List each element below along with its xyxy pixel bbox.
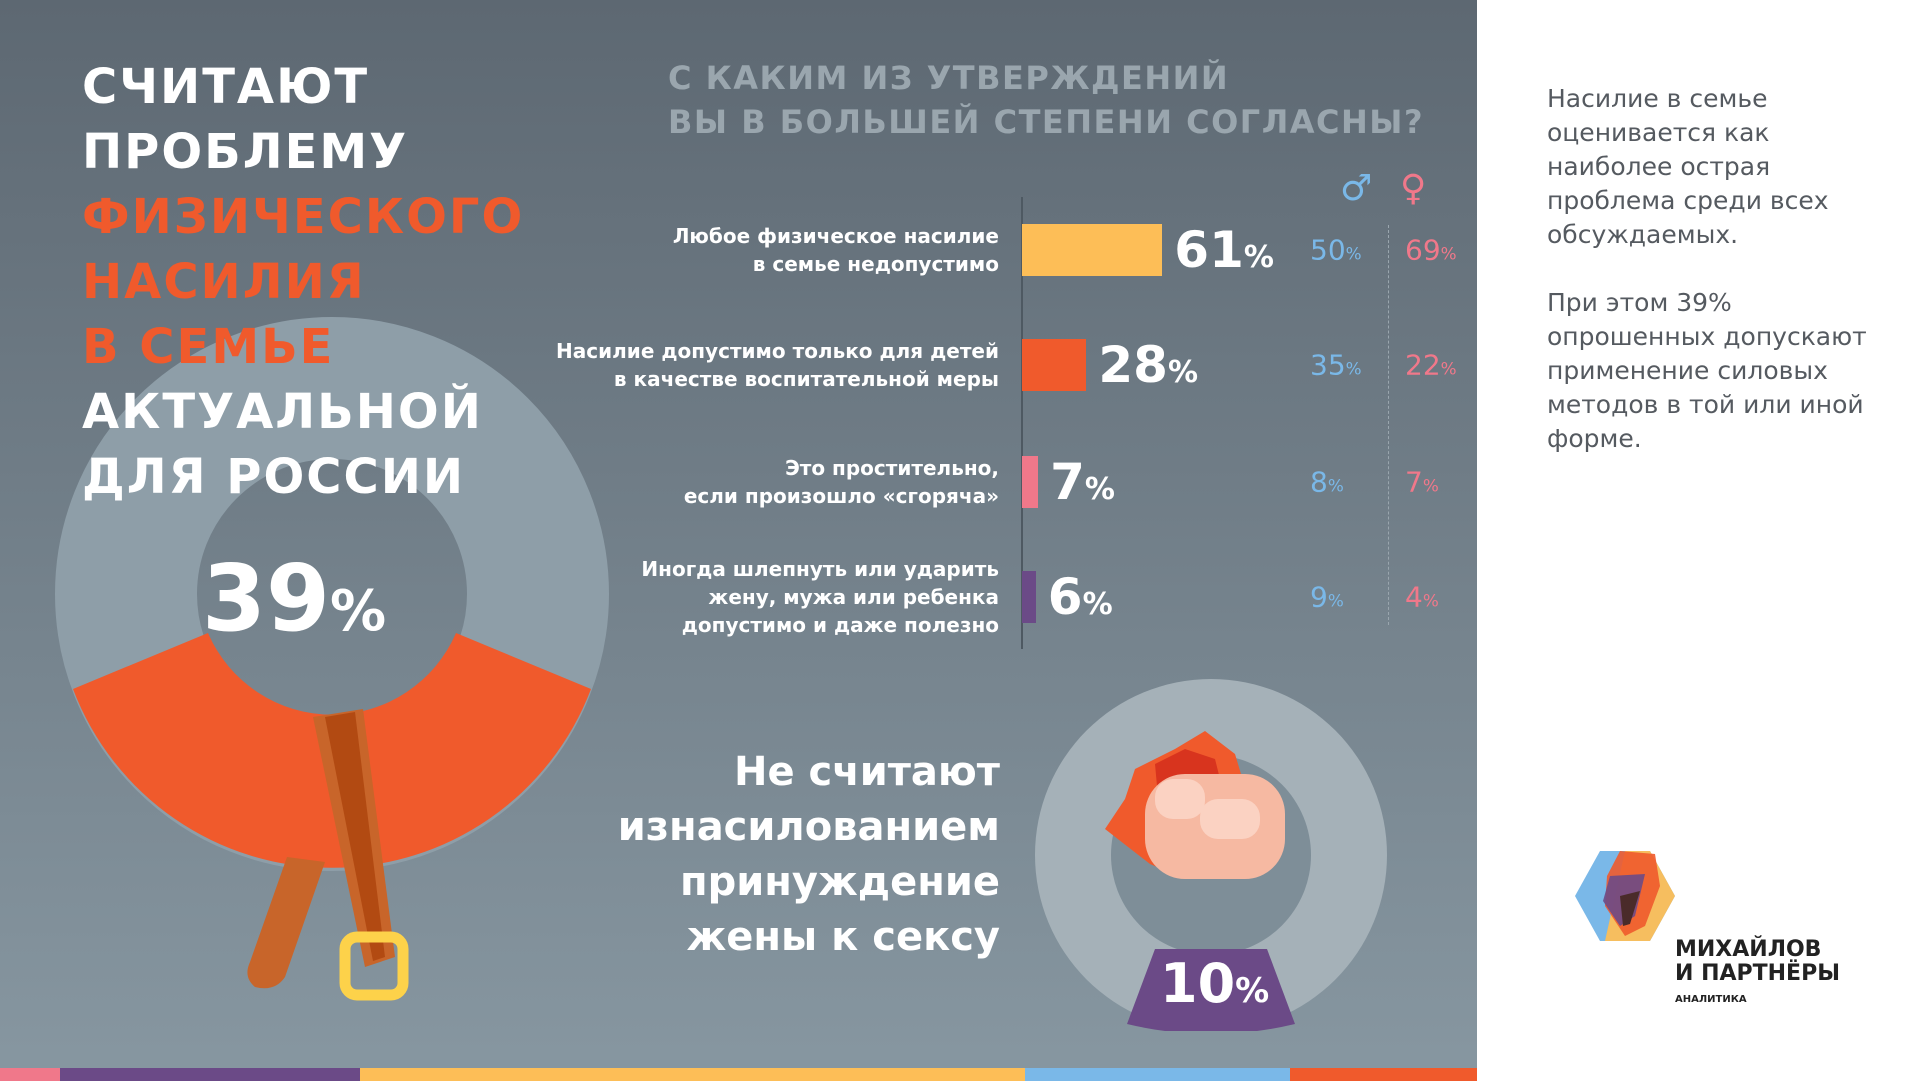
- headline-line-accent: ФИЗИЧЕСКОГО: [82, 189, 525, 245]
- female-percent: 7%: [1405, 466, 1439, 499]
- chart-axis: [1021, 197, 1023, 649]
- headline-percent: 39%: [202, 545, 462, 652]
- row-label-line: Это простительно,: [785, 456, 999, 480]
- male-percent: 8%: [1310, 466, 1344, 499]
- rape-line: Не считают: [734, 749, 1000, 795]
- female-percent: 4%: [1405, 581, 1439, 614]
- question-title: С КАКИМ ИЗ УТВЕРЖДЕНИЙ ВЫ В БОЛЬШЕЙ СТЕП…: [668, 56, 1424, 144]
- percent-sign: %: [1345, 358, 1362, 379]
- note-paragraph: Насилие в семье оценивается как наиболее…: [1547, 84, 1829, 249]
- row-label-line: в качестве воспитательной меры: [613, 367, 999, 391]
- percent-value: 10: [1160, 952, 1236, 1015]
- note-paragraph: При этом 39% опрошенных допускают примен…: [1547, 288, 1867, 453]
- chart-row: Любое физическое насилие в семье недопуст…: [0, 200, 1477, 300]
- segment-10: [1127, 949, 1295, 1031]
- percent-sign: %: [1422, 590, 1439, 611]
- logo-line: МИХАЙЛОВ: [1675, 937, 1822, 962]
- question-line: С КАКИМ ИЗ УТВЕРЖДЕНИЙ: [668, 59, 1230, 97]
- female-percent: 22%: [1405, 349, 1457, 382]
- total-percent: 28%: [1098, 336, 1198, 394]
- infographic-panel: СЧИТАЮТ ПРОБЛЕМУ ФИЗИЧЕСКОГО НАСИЛИЯ В С…: [0, 0, 1477, 1081]
- male-value: 9: [1310, 580, 1328, 614]
- headline-line: СЧИТАЮТ: [82, 59, 370, 115]
- row-label: Иногда шлепнуть или ударить жену, мужа ил…: [519, 555, 999, 639]
- question-line: ВЫ В БОЛЬШЕЙ СТЕПЕНИ СОГЛАСНЫ?: [668, 103, 1425, 141]
- rape-line: изнасилованием: [617, 804, 1000, 850]
- row-label: Любое физическое насилие в семье недопуст…: [519, 222, 999, 278]
- bar: [1022, 339, 1087, 391]
- headline-line: АКТУАЛЬНОЙ: [82, 384, 483, 440]
- male-value: 50: [1310, 233, 1346, 267]
- male-percent: 50%: [1310, 234, 1362, 267]
- total-percent: 61%: [1174, 221, 1274, 279]
- percent-sign: %: [1345, 243, 1362, 264]
- percent-sign: %: [1084, 472, 1115, 507]
- bar: [1022, 571, 1036, 623]
- row-label-line: Любое физическое насилие: [672, 224, 999, 248]
- row-label-line: допустимо и даже полезно: [681, 613, 999, 637]
- percent-sign: %: [1422, 475, 1439, 496]
- total-value: 28: [1098, 336, 1168, 394]
- male-percent: 9%: [1310, 581, 1344, 614]
- color-stripe: [0, 1068, 1477, 1081]
- headline-line: ПРОБЛЕМУ: [82, 124, 409, 180]
- female-value: 69: [1405, 233, 1441, 267]
- headline-line-accent: В СЕМЬЕ: [82, 319, 335, 375]
- total-value: 61: [1174, 221, 1244, 279]
- percent-sign: %: [1235, 971, 1270, 1011]
- headline-line-accent: НАСИЛИЯ: [82, 254, 366, 310]
- bar: [1022, 456, 1039, 508]
- male-value: 8: [1310, 465, 1328, 499]
- gender-divider: [1388, 225, 1389, 625]
- chart-row: Насилие допустимо только для детей в каче…: [0, 315, 1477, 415]
- male-icon: ♂: [1340, 168, 1373, 209]
- headline: СЧИТАЮТ ПРОБЛЕМУ ФИЗИЧЕСКОГО НАСИЛИЯ В С…: [82, 55, 524, 510]
- row-label: Насилие допустимо только для детей в каче…: [519, 337, 999, 393]
- total-percent: 6%: [1048, 568, 1113, 626]
- company-logo-text: МИХАЙЛОВ И ПАРТНЁРЫ АНАЛИТИКА: [1675, 938, 1840, 1012]
- logo-subtitle: АНАЛИТИКА: [1675, 994, 1747, 1005]
- total-percent: 7%: [1050, 453, 1115, 511]
- percent-sign: %: [1327, 475, 1344, 496]
- note-text: Насилие в семье оценивается как наиболее…: [1547, 82, 1887, 490]
- female-value: 4: [1405, 580, 1423, 614]
- fist-circle-illustration: [1035, 679, 1387, 1031]
- percent-sign: %: [1082, 587, 1113, 622]
- chart-row: Это простительно, если произошло «сгоряча…: [0, 432, 1477, 532]
- row-label-line: в семье недопустимо: [752, 252, 999, 276]
- total-value: 7: [1050, 453, 1085, 511]
- female-icon: ♀: [1400, 168, 1427, 209]
- percent-value: 39: [202, 545, 331, 652]
- donut-belt-illustration: [55, 317, 609, 1001]
- percent-sign: %: [1440, 358, 1457, 379]
- rape-line: жены к сексу: [686, 914, 1000, 960]
- male-percent: 35%: [1310, 349, 1362, 382]
- female-value: 22: [1405, 348, 1441, 382]
- row-label-line: Иногда шлепнуть или ударить: [641, 557, 999, 581]
- rape-percent: 10%: [1160, 952, 1269, 1015]
- belt-icon: [247, 709, 409, 1001]
- female-percent: 69%: [1405, 234, 1457, 267]
- logo-line: И ПАРТНЁРЫ: [1675, 961, 1840, 986]
- headline-line: ДЛЯ РОССИИ: [82, 449, 466, 505]
- row-label-line: Насилие допустимо только для детей: [556, 339, 999, 363]
- fist-icon: [1105, 731, 1285, 879]
- row-label-line: если произошло «сгоряча»: [683, 484, 999, 508]
- bar: [1022, 224, 1163, 276]
- total-value: 6: [1047, 568, 1083, 626]
- percent-sign: %: [1167, 355, 1199, 390]
- rape-statement: Не считают изнасилованием принуждение же…: [560, 745, 1000, 965]
- female-value: 7: [1405, 465, 1423, 499]
- percent-sign: %: [1243, 240, 1274, 275]
- row-label-line: жену, мужа или ребенка: [708, 585, 999, 609]
- company-logo-icon: [1575, 851, 1675, 941]
- percent-sign: %: [1440, 243, 1457, 264]
- percent-sign: %: [1327, 590, 1344, 611]
- percent-sign: %: [330, 579, 387, 644]
- row-label: Это простительно, если произошло «сгоряча…: [519, 454, 999, 510]
- male-value: 35: [1310, 348, 1346, 382]
- rape-line: принуждение: [679, 859, 1000, 905]
- chart-row: Иногда шлепнуть или ударить жену, мужа ил…: [0, 547, 1477, 647]
